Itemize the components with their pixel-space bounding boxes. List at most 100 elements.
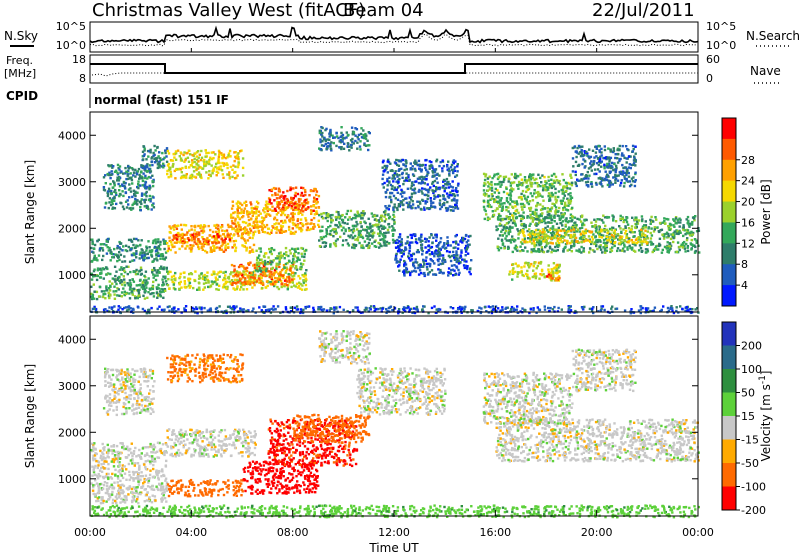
range-cell (443, 259, 446, 262)
range-cell (397, 164, 401, 167)
range-cell (395, 188, 398, 191)
range-cell (674, 217, 678, 220)
range-cell (400, 167, 403, 170)
range-cell (387, 231, 390, 234)
range-cell (656, 226, 659, 229)
range-cell (161, 151, 164, 155)
range-cell (102, 243, 105, 246)
range-cell (121, 260, 124, 263)
range-cell (408, 201, 411, 204)
range-cell (690, 230, 693, 234)
range-cell (531, 176, 535, 180)
range-cell (266, 209, 269, 212)
noise-left-tick-low: 10^0 (56, 39, 86, 52)
range-cell (437, 247, 441, 250)
range-cell (375, 245, 378, 248)
range-cell (283, 213, 287, 217)
range-cell (238, 288, 242, 291)
range-cell (244, 226, 247, 229)
range-cell (156, 163, 160, 166)
range-cell (297, 252, 300, 255)
range-cell (465, 240, 468, 244)
range-cell (530, 242, 534, 245)
range-cell (136, 199, 139, 202)
range-cell (536, 223, 540, 226)
range-cell (557, 181, 560, 184)
range-cell (199, 175, 202, 178)
range-cell (386, 177, 389, 181)
range-cell (245, 249, 248, 252)
range-cell (451, 168, 454, 172)
range-cell (252, 281, 255, 285)
range-cell (237, 206, 240, 209)
range-cell (697, 229, 701, 232)
range-cell (519, 183, 523, 186)
range-cell (130, 248, 133, 251)
range-cell (278, 190, 282, 193)
range-cell (551, 182, 554, 186)
range-cell (226, 232, 229, 235)
range-cell (382, 234, 385, 237)
range-cell (135, 237, 138, 241)
range-cell (505, 199, 509, 202)
range-cell (259, 250, 263, 253)
range-cell (451, 268, 455, 271)
range-cell (346, 209, 349, 213)
range-cell (178, 283, 181, 286)
range-cell (250, 211, 254, 214)
range-cell (447, 167, 451, 170)
range-cell (521, 208, 524, 211)
range-cell (454, 205, 458, 208)
range-cell (294, 194, 297, 198)
range-cell (101, 249, 105, 252)
range-cell (623, 250, 626, 253)
range-cell (351, 140, 354, 144)
range-cell (159, 254, 163, 257)
range-cell (193, 175, 196, 178)
range-cell (507, 193, 511, 197)
range-cell (191, 161, 194, 165)
range-cell (500, 217, 503, 221)
range-cell (400, 248, 403, 252)
range-cell (570, 229, 573, 232)
range-cell (144, 176, 147, 180)
range-cell (215, 170, 218, 173)
range-cell (184, 247, 187, 250)
range-cell (171, 159, 175, 162)
range-cell (289, 273, 292, 276)
range-cell (217, 288, 220, 291)
range-cell (292, 254, 295, 258)
range-cell (594, 229, 598, 233)
range-cell (442, 184, 445, 188)
range-cell (118, 279, 121, 282)
range-cell (556, 234, 559, 237)
range-cell (223, 283, 226, 286)
range-cell (153, 157, 156, 160)
range-cell (443, 201, 446, 205)
range-cell (230, 263, 234, 267)
range-cell (300, 246, 303, 250)
range-cell (609, 232, 612, 235)
range-cell (274, 227, 277, 230)
range-cell (461, 258, 464, 261)
range-cell (147, 240, 150, 243)
range-cell (280, 213, 283, 217)
range-cell (399, 203, 402, 207)
range-cell (149, 200, 152, 203)
range-cell (253, 263, 256, 267)
range-cell (173, 278, 176, 281)
range-cell (430, 204, 433, 208)
range-cell (268, 232, 271, 236)
range-cell (122, 207, 126, 211)
range-cell (513, 201, 517, 204)
range-cell (278, 188, 281, 192)
range-cell (241, 174, 245, 177)
range-cell (528, 224, 531, 227)
range-cell (118, 294, 121, 297)
range-cell (220, 244, 223, 248)
range-cell (133, 192, 136, 196)
range-cell (520, 196, 523, 199)
range-cell (373, 240, 376, 243)
range-cell (127, 165, 130, 168)
range-cell (297, 197, 301, 201)
